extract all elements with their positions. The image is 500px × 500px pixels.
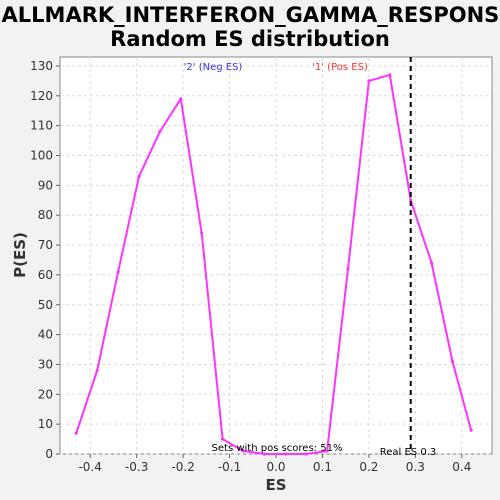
x-tick-label: 0.2 [359,460,378,474]
x-tick-label: 0.3 [406,460,425,474]
y-tick-label: 10 [38,417,53,431]
data-point [430,261,434,265]
y-tick-label: 100 [30,149,53,163]
data-point [95,368,99,373]
y-axis-ticks: 0 10 20 30 40 50 60 70 80 90 100 110 120 130 [30,59,60,461]
data-point [116,270,120,274]
data-point [262,452,266,456]
y-tick-label: 90 [38,178,53,192]
y-tick-label: 50 [38,298,53,312]
x-tick-label: -0.4 [78,460,101,474]
y-axis-title: P(ES) [11,232,29,278]
data-point [137,174,141,178]
x-tick-label: 0.4 [452,460,471,474]
y-tick-label: 30 [38,357,53,371]
data-point [450,359,455,364]
real-es-label: Real ES 0.3 [380,447,436,458]
x-tick-label: 0.0 [266,460,285,474]
data-point [200,231,204,235]
neg-es-label: '2' (Neg ES) [184,62,243,73]
y-tick-label: 40 [38,328,53,342]
y-tick-label: 120 [30,89,53,103]
data-point [74,431,78,435]
data-point [158,130,162,134]
x-tick-label: 0.1 [313,460,332,474]
y-tick-label: 130 [30,59,53,73]
data-point [469,428,473,432]
y-tick-label: 70 [38,238,53,252]
series-layer [74,73,473,456]
x-tick-label: -0.1 [218,460,241,474]
x-tick-label: -0.2 [171,460,194,474]
pos-scores-label: Sets with pos scores: 51% [212,443,343,454]
y-tick-label: 20 [38,387,53,401]
y-tick-label: 60 [38,268,53,282]
data-point [283,452,287,456]
x-tick-label: -0.3 [125,460,148,474]
data-point [367,79,371,83]
y-tick-label: 0 [45,447,53,461]
x-axis-ticks: -0.4 -0.3 -0.2 -0.1 0.0 0.1 0.2 0.3 0.4 [78,454,471,474]
data-point [241,449,246,453]
y-tick-label: 80 [38,208,53,222]
grid-lines [60,57,492,455]
data-point [346,267,350,271]
y-tick-label: 110 [30,119,53,133]
data-point [220,437,225,441]
es-distribution-line [75,73,473,455]
data-point [325,449,329,453]
data-point [388,73,392,77]
chart-title-line-1: HALLMARK_INTERFERON_GAMMA_RESPONSE: [0,3,500,27]
pos-es-label: '1' (Pos ES) [312,62,368,73]
data-point [179,97,183,101]
chart-title-line-2: Random ES distribution [110,27,390,51]
x-axis-title: ES [265,476,286,494]
data-point [304,452,308,456]
